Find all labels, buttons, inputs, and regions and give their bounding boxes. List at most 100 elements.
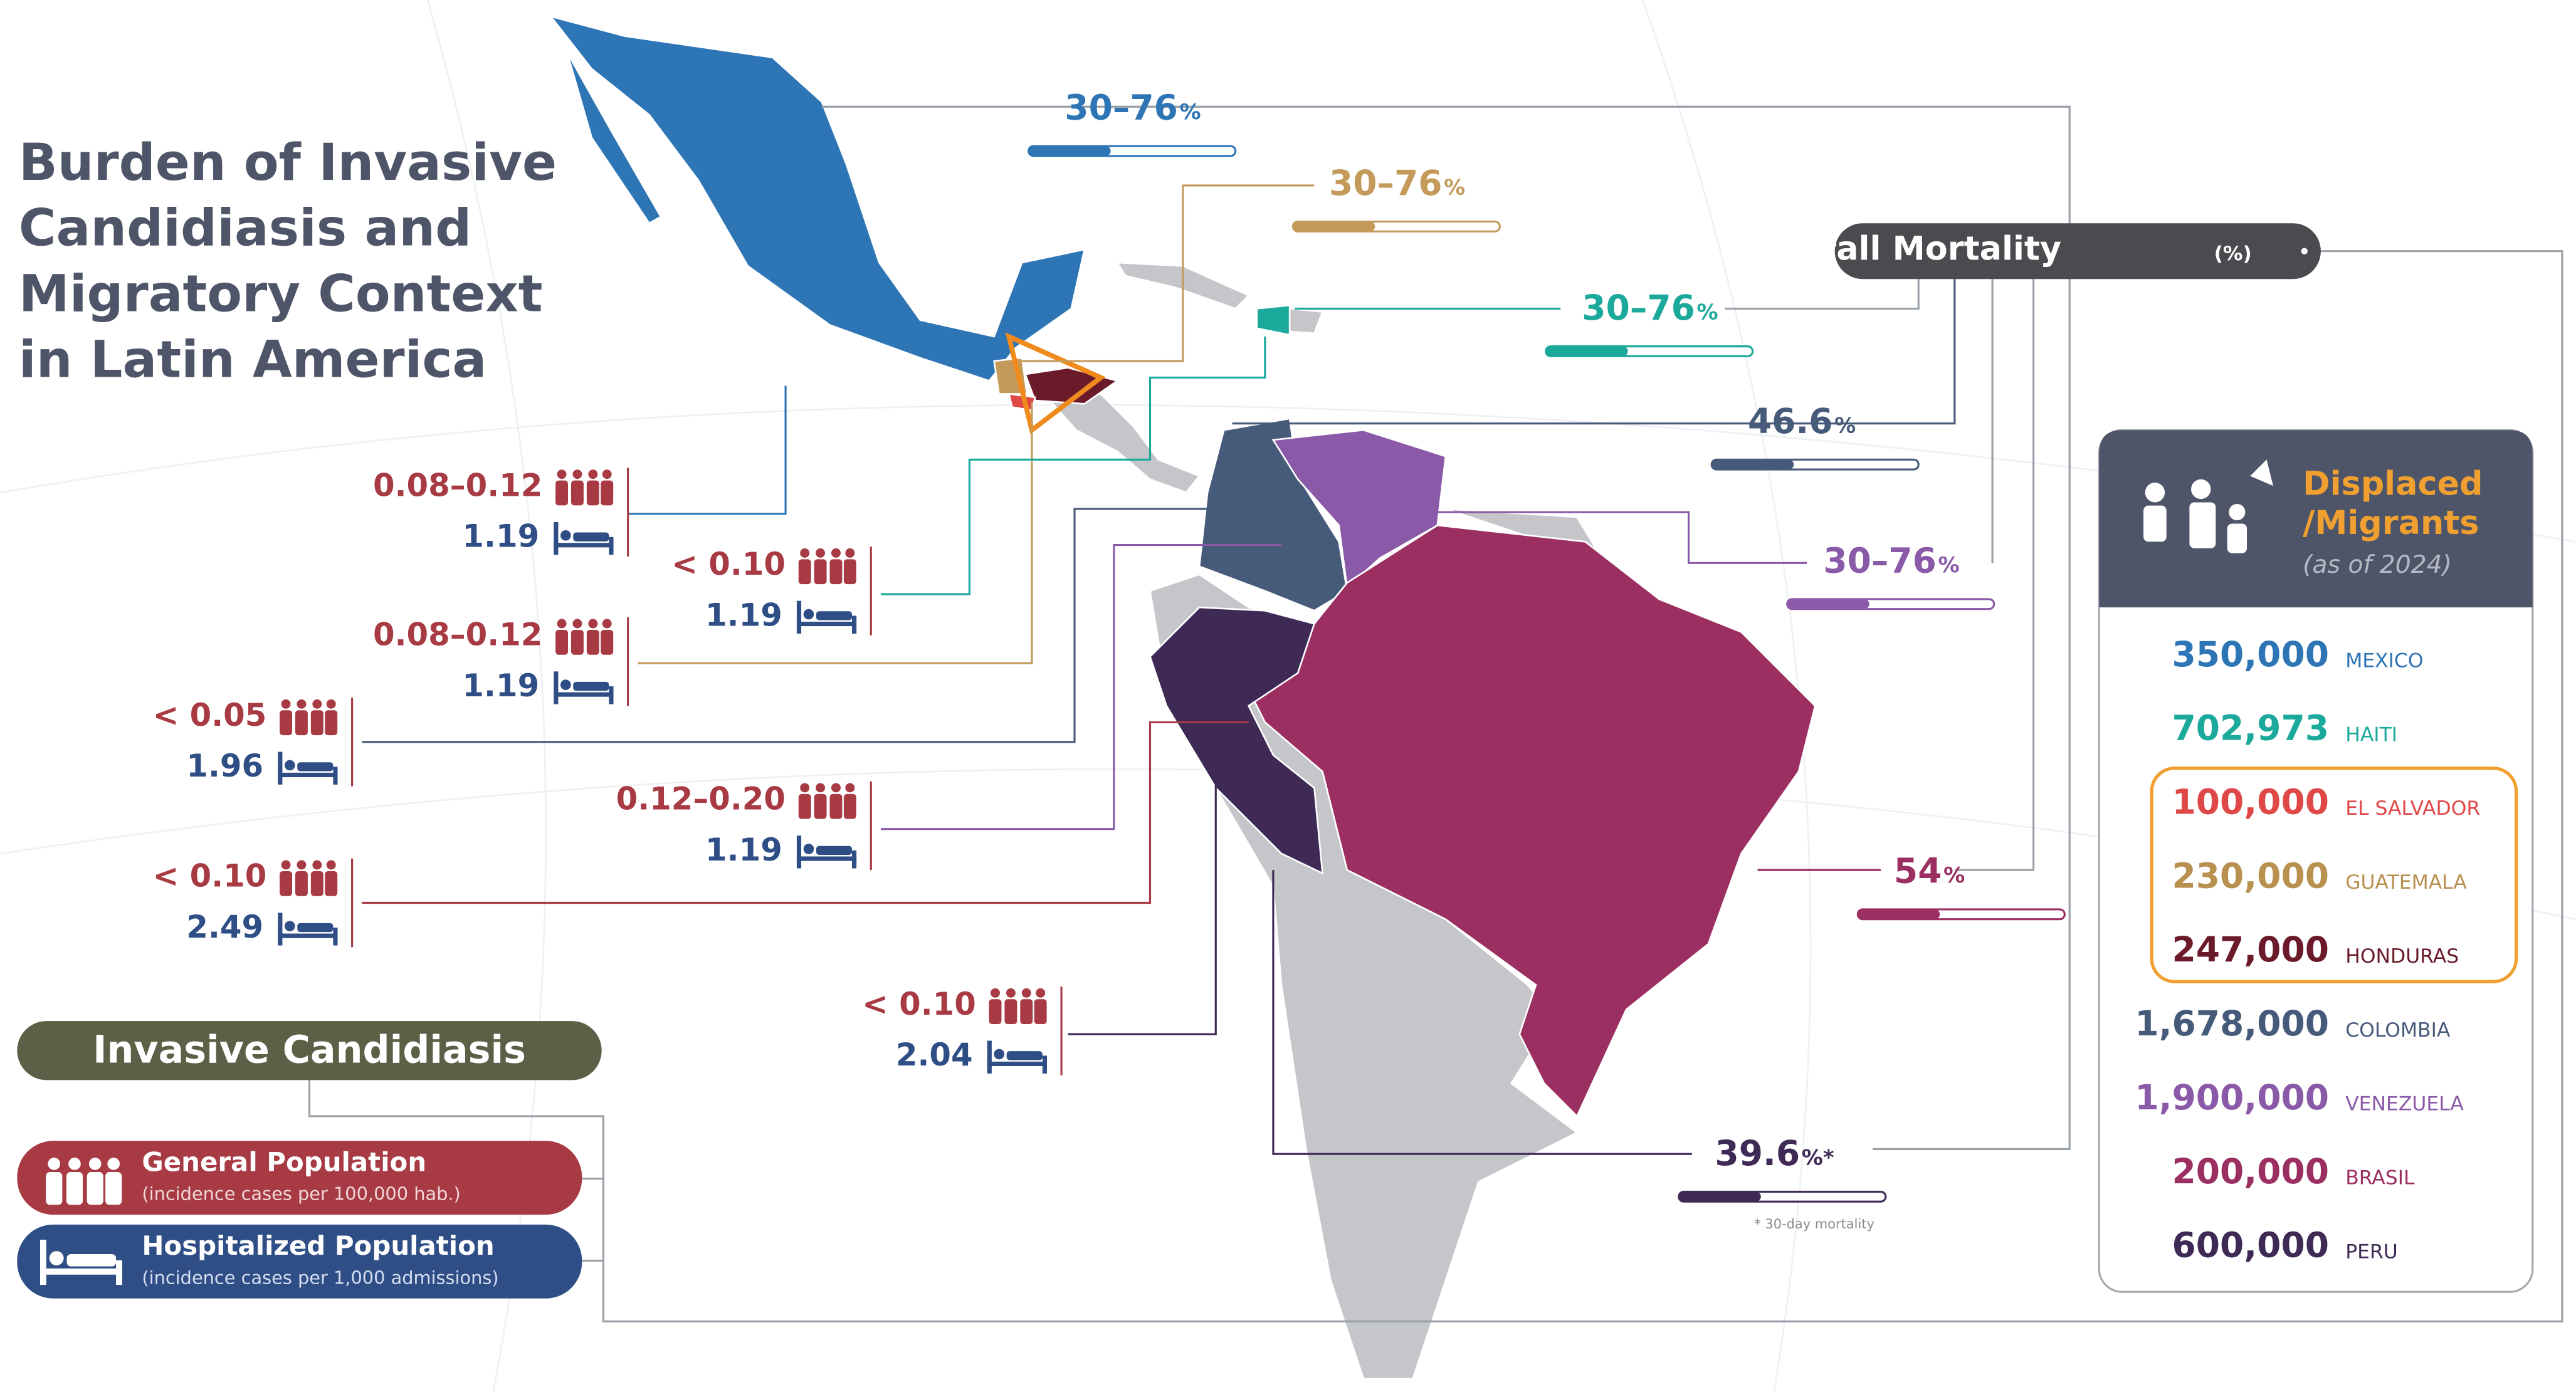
general-incidence: < 0.10 xyxy=(671,546,786,582)
displaced-value: 247,000 xyxy=(2172,929,2329,970)
legend-general-note: (incidence cases per 100,000 hab.) xyxy=(142,1183,460,1205)
hospitalized-incidence: 1.96 xyxy=(186,748,263,784)
displaced-country: EL SALVADOR xyxy=(2345,797,2480,820)
mortality-unit: % xyxy=(1697,300,1718,325)
displaced-title: Displaced xyxy=(2303,464,2483,503)
hospitalized-incidence: 2.04 xyxy=(896,1037,973,1073)
people-icon xyxy=(798,783,856,819)
mortality-bar-fill xyxy=(1711,459,1794,470)
title: Burden of Invasive Candidiasis and Migrato… xyxy=(19,133,557,389)
mortality-value: 30–76 xyxy=(1065,88,1178,128)
general-incidence: 0.08–0.12 xyxy=(373,617,542,653)
displaced-title: /Migrants xyxy=(2303,504,2479,542)
title-line: Burden of Invasive xyxy=(19,133,557,192)
hospitalized-incidence: 1.19 xyxy=(705,832,782,868)
mortality-bar-fill xyxy=(1028,146,1111,156)
mortality-unit: % xyxy=(1834,413,1856,438)
legend-hospitalized-note: (incidence cases per 1,000 admissions) xyxy=(142,1267,498,1288)
title-line: Candidiasis and xyxy=(19,199,471,258)
people-icon xyxy=(989,988,1047,1025)
displaced-header xyxy=(2099,430,2533,608)
map xyxy=(549,14,1816,1380)
connectors xyxy=(308,105,2563,1322)
people-icon xyxy=(280,860,338,896)
legend-general: General Population xyxy=(142,1146,426,1177)
mortality-note: * 30-day mortality xyxy=(1754,1217,1874,1232)
legend-title-pill xyxy=(17,1021,602,1081)
labels: 30–76 %30–76 %30–76 %46.6 %30–76 %54 %39.6 %*0.… xyxy=(153,88,2066,1203)
displaced-value: 702,973 xyxy=(2172,708,2329,748)
mexico xyxy=(549,14,1086,382)
legend-hospitalized: Hospitalized Population xyxy=(142,1230,494,1261)
brasil xyxy=(1248,524,1816,1118)
general-incidence: 0.12–0.20 xyxy=(616,781,786,817)
mortality-bar-fill xyxy=(1545,346,1628,357)
displaced-country: VENEZUELA xyxy=(2345,1093,2464,1116)
bed-icon xyxy=(278,751,338,785)
displaced-country: COLOMBIA xyxy=(2345,1019,2451,1042)
displaced-country: GUATEMALA xyxy=(2345,871,2467,894)
general-incidence: 0.08–0.12 xyxy=(373,467,542,503)
general-incidence: < 0.10 xyxy=(153,858,267,894)
displaced-country: BRASIL xyxy=(2345,1167,2415,1190)
migrants-icon xyxy=(2143,459,2273,553)
hospitalized-incidence: 2.49 xyxy=(186,909,263,945)
mortality-unit: % xyxy=(1938,553,1960,578)
people-icon xyxy=(555,469,614,506)
mortality-value: 46.6 xyxy=(1748,401,1833,441)
mortality-bar-fill xyxy=(1293,221,1375,232)
displaced-value: 1,900,000 xyxy=(2135,1077,2329,1117)
mortality-header: Overall Mortality xyxy=(1748,230,2061,268)
central-america xyxy=(1049,393,1201,494)
people-icon xyxy=(555,619,614,655)
legend-hospitalized-pill xyxy=(17,1224,582,1299)
mortality-unit: % xyxy=(1943,863,1965,888)
mortality-bar-fill xyxy=(1858,909,1940,919)
haiti xyxy=(1256,304,1291,336)
hospitalized-incidence: 1.19 xyxy=(705,597,782,633)
displaced-value: 230,000 xyxy=(2172,856,2329,896)
displaced-value: 100,000 xyxy=(2172,782,2329,822)
displaced-value: 200,000 xyxy=(2172,1151,2329,1191)
displaced-country: PERU xyxy=(2345,1240,2398,1263)
mortality-value: 54 xyxy=(1894,851,1942,891)
people-icon xyxy=(798,548,856,585)
mortality-value: 30–76 xyxy=(1823,540,1937,580)
displaced-country: HAITI xyxy=(2345,723,2397,746)
mortality-header-pill xyxy=(1834,223,2321,280)
mortality-unit: % xyxy=(1444,175,1465,201)
mortality-header-unit: (%) xyxy=(2214,243,2252,265)
bed-icon xyxy=(554,671,614,704)
title-line: in Latin America xyxy=(19,330,486,389)
legend-title: Invasive Candidiasis xyxy=(93,1028,526,1072)
displaced-value: 350,000 xyxy=(2172,634,2329,674)
hospitalized-incidence: 1.19 xyxy=(462,667,539,704)
mortality-bar-fill xyxy=(1787,599,1869,609)
people-icon xyxy=(280,699,338,736)
bed-icon xyxy=(554,521,614,555)
venezuela xyxy=(1271,429,1447,590)
mortality-bar-fill xyxy=(1678,1191,1761,1202)
displaced-value: 1,678,000 xyxy=(2135,1003,2329,1044)
dominican xyxy=(1288,307,1324,335)
legend-general-pill xyxy=(17,1141,582,1215)
general-incidence: < 0.10 xyxy=(862,986,976,1022)
bed-icon xyxy=(796,835,857,869)
mortality-unit: % xyxy=(1179,100,1201,125)
mortality-value: 30–76 xyxy=(1582,288,1695,328)
hospitalized-incidence: 1.19 xyxy=(462,518,539,555)
displaced-country: MEXICO xyxy=(2345,649,2423,672)
central-america-group xyxy=(2150,767,2518,983)
displaced-list: Displaced/Migrants (as of 2024) 350,000 MEX… xyxy=(2135,464,2483,1265)
bed-icon xyxy=(987,1040,1047,1074)
mortality-unit: %* xyxy=(1802,1146,1834,1171)
title-line: Migratory Context xyxy=(19,265,543,324)
central-america-outline xyxy=(1005,332,1106,434)
mortality-value: 39.6 xyxy=(1715,1133,1800,1173)
displaced-value: 600,000 xyxy=(2172,1225,2329,1265)
mortality-value: 30–76 xyxy=(1329,163,1443,203)
displaced-subtitle: (as of 2024) xyxy=(2303,551,2452,579)
bed-icon xyxy=(796,600,857,634)
general-incidence: < 0.05 xyxy=(153,697,267,733)
